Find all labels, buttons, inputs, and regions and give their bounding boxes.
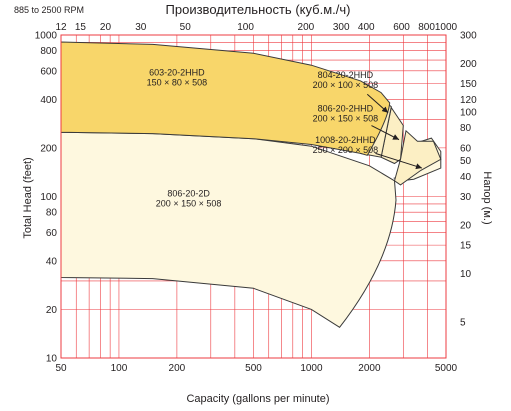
right-tick-label: 100 xyxy=(460,108,477,119)
axis-ticks: 50 100 200 500 1000 2000 5000 10 20 40 60 80 100 200 4… xyxy=(35,22,477,374)
region-603-20-2hhd xyxy=(60,41,391,156)
y-tick-label: 100 xyxy=(40,192,57,203)
x-tick-label: 500 xyxy=(245,363,262,374)
y-tick-label: 600 xyxy=(40,66,57,77)
x-tick-label: 100 xyxy=(111,363,128,374)
top-tick-label: 20 xyxy=(100,22,112,33)
x-tick-label: 1000 xyxy=(300,363,323,374)
label-arrow xyxy=(375,152,423,170)
x-tick-label: 50 xyxy=(55,363,67,374)
region-label-name: 806-20-2D xyxy=(167,189,210,199)
y2-axis-label: Напор (м.) xyxy=(481,171,493,224)
top-tick-label: 15 xyxy=(75,22,87,33)
region-label-dims: 200 × 150 × 508 xyxy=(313,114,379,124)
y-tick-label: 60 xyxy=(46,228,58,239)
right-tick-label: 10 xyxy=(460,269,472,280)
region-806-20-2d xyxy=(60,131,397,328)
top-tick-label: 100 xyxy=(237,22,254,33)
right-tick-label: 5 xyxy=(460,318,466,329)
region-label-name: 804-20-2HHD xyxy=(318,70,374,80)
top-tick-label: 12 xyxy=(55,22,67,33)
top-tick-label: 400 xyxy=(358,22,375,33)
right-tick-label: 120 xyxy=(460,95,477,106)
right-tick-label: 50 xyxy=(460,156,472,167)
right-tick-label: 20 xyxy=(460,220,472,231)
top-tick-label: 30 xyxy=(135,22,147,33)
top-tick-label: 300 xyxy=(333,22,350,33)
region-label-name: 806-20-2HHD xyxy=(318,104,374,114)
top-tick-label: 800 xyxy=(418,22,435,33)
region-label-dims: 200 × 100 × 508 xyxy=(313,80,379,90)
region-label-dims: 200 × 150 × 508 xyxy=(156,199,222,209)
right-tick-label: 40 xyxy=(460,172,472,183)
chart-title: Производительность (куб.м./ч) xyxy=(166,2,351,17)
right-tick-label: 80 xyxy=(460,123,472,134)
region-label-name: 603-20-2HHD xyxy=(149,68,205,78)
right-tick-label: 150 xyxy=(460,79,477,90)
label-arrow xyxy=(371,125,400,141)
right-tick-label: 30 xyxy=(460,192,472,203)
right-tick-label: 200 xyxy=(460,59,477,70)
chart-subtitle: 885 to 2500 RPM xyxy=(14,5,84,15)
top-tick-label: 1000 xyxy=(435,22,458,33)
y-tick-label: 10 xyxy=(46,354,58,365)
top-tick-label: 50 xyxy=(180,22,192,33)
plot-border xyxy=(60,34,447,359)
top-tick-label: 200 xyxy=(298,22,315,33)
x-tick-label: 5000 xyxy=(435,363,458,374)
y-tick-label: 80 xyxy=(46,208,58,219)
y-tick-label: 200 xyxy=(40,143,57,154)
x-tick-label: 2000 xyxy=(358,363,381,374)
right-tick-label: 300 xyxy=(460,31,477,42)
label-arrows xyxy=(366,93,423,170)
y-tick-label: 20 xyxy=(46,305,58,316)
x-axis-label: Capacity (gallons per minute) xyxy=(186,393,329,405)
label-arrow xyxy=(366,93,389,114)
region-label-dims: 150 × 80 × 508 xyxy=(147,78,208,88)
region-1008-20-2hhd xyxy=(393,129,442,186)
plot-frame xyxy=(60,34,447,359)
region-label-name: 1008-20-2HHD xyxy=(315,135,376,145)
y-tick-label: 800 xyxy=(40,46,57,57)
pump-regions xyxy=(60,41,442,328)
y-tick-label: 400 xyxy=(40,95,57,106)
y-tick-label: 1000 xyxy=(35,31,58,42)
region-label-dims: 250 × 200 × 508 xyxy=(313,145,379,155)
y-axis-label: Total Head (feet) xyxy=(22,157,34,238)
y-tick-label: 40 xyxy=(46,256,58,267)
right-tick-label: 60 xyxy=(460,143,472,154)
right-tick-label: 15 xyxy=(460,241,472,252)
x-tick-label: 200 xyxy=(169,363,186,374)
top-tick-label: 600 xyxy=(393,22,410,33)
